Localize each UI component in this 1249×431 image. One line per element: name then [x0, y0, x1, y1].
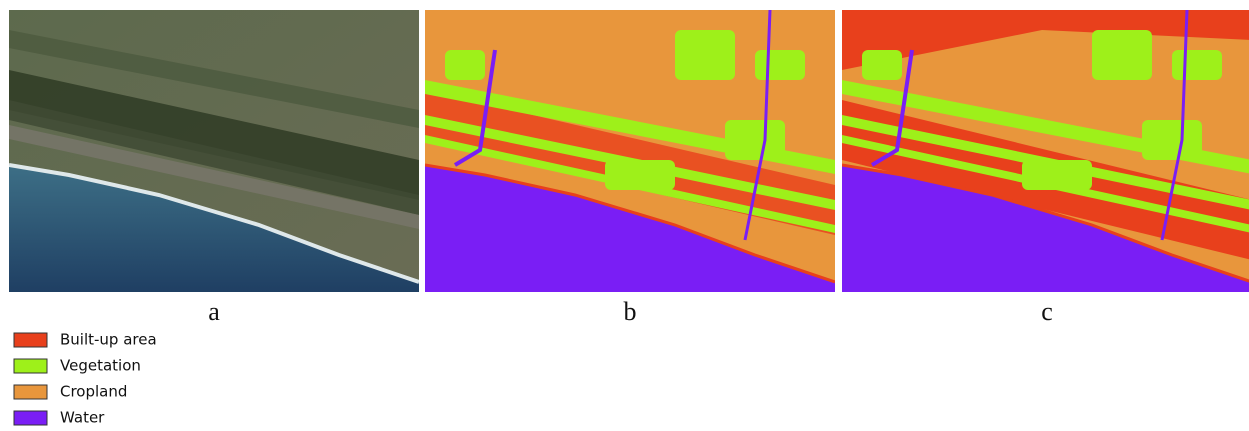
vegetation-patch	[725, 120, 785, 160]
legend-label: Vegetation	[60, 357, 141, 375]
legend-swatch	[14, 359, 47, 373]
legend-swatch	[14, 411, 47, 425]
vegetation-patch	[1172, 50, 1222, 80]
legend-label: Water	[60, 409, 105, 427]
vegetation-patch	[1092, 30, 1152, 80]
vegetation-patch	[862, 50, 902, 80]
legend-swatch	[14, 385, 47, 399]
vegetation-patch	[755, 50, 805, 80]
legend-label: Cropland	[60, 383, 127, 401]
classification-map	[425, 10, 835, 292]
vegetation-patch	[445, 50, 485, 80]
vegetation-patch	[1142, 120, 1202, 160]
classification-map	[842, 10, 1249, 292]
vegetation-patch	[1022, 160, 1092, 190]
panel-label: a	[208, 297, 220, 326]
vegetation-patch	[605, 160, 675, 190]
panel-label: c	[1041, 297, 1053, 326]
legend-swatch	[14, 333, 47, 347]
vegetation-patch	[675, 30, 735, 80]
figure: a b c Built-up area Vegetation Cropland Water	[0, 0, 1249, 431]
panel-label: b	[624, 297, 637, 326]
satellite-image	[9, 10, 419, 292]
legend-label: Built-up area	[60, 331, 157, 349]
